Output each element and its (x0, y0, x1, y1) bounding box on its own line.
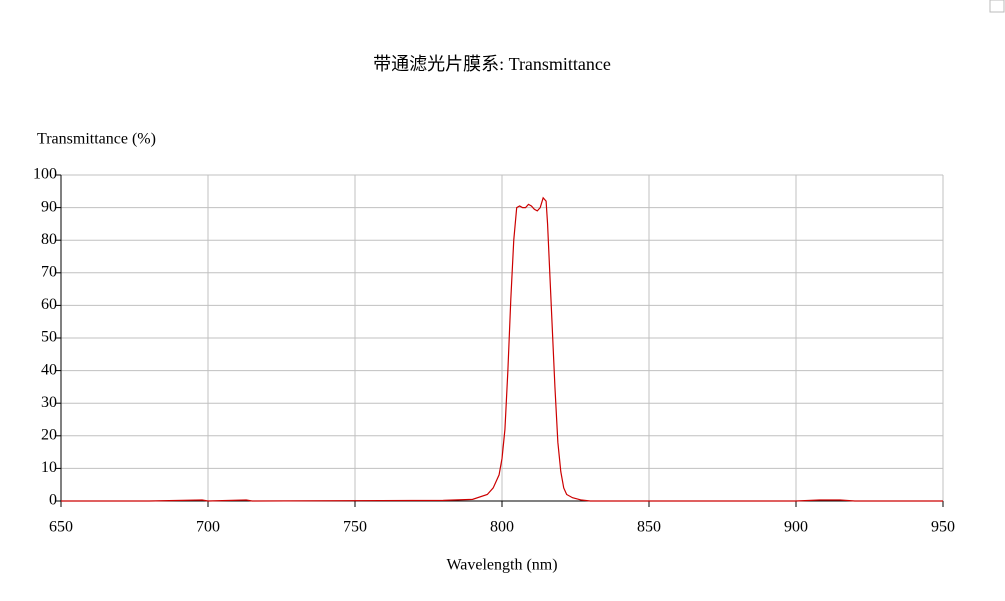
x-axis-label: Wavelength (nm) (446, 557, 557, 574)
y-tick-label: 10 (41, 459, 57, 476)
y-tick-label: 20 (41, 426, 57, 443)
y-tick-label: 40 (41, 361, 57, 378)
window-corner (989, 0, 1005, 13)
y-tick-label: 90 (41, 198, 57, 215)
y-tick-label: 0 (49, 492, 57, 509)
y-tick-label: 100 (33, 166, 57, 183)
x-tick-label: 900 (784, 519, 808, 536)
y-tick-label: 30 (41, 394, 57, 411)
chart-title: 带通滤光片膜系: Transmittance (373, 54, 611, 74)
x-tick-label: 850 (637, 519, 661, 536)
x-tick-label: 700 (196, 519, 220, 536)
y-tick-label: 70 (41, 263, 57, 280)
x-tick-label: 750 (343, 519, 367, 536)
y-tick-label: 50 (41, 329, 57, 346)
x-tick-label: 800 (490, 519, 514, 536)
y-tick-label: 60 (41, 296, 57, 313)
y-tick-label: 80 (41, 231, 57, 248)
x-tick-label: 950 (931, 519, 955, 536)
x-tick-label: 650 (49, 519, 73, 536)
y-axis-label: Transmittance (%) (37, 131, 156, 148)
transmittance-line (61, 196, 943, 502)
